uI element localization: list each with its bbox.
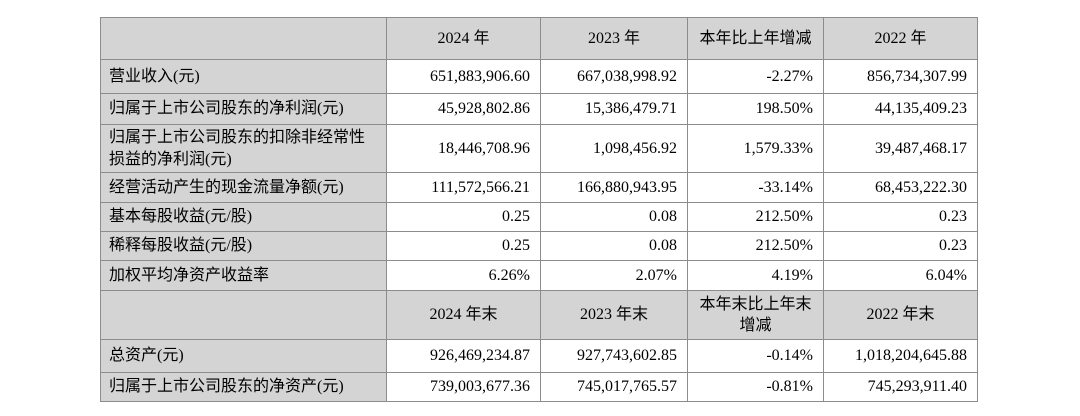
cell-2022: 44,135,409.23 <box>823 93 978 125</box>
table-row-revenue: 营业收入(元) 651,883,906.60 667,038,998.92 -2… <box>100 59 978 94</box>
cell-2024: 45,928,802.86 <box>386 93 541 125</box>
empty-corner-cell <box>100 290 387 341</box>
cell-2022: 1,018,204,645.88 <box>823 339 978 374</box>
cell-2023: 2.07% <box>540 260 688 292</box>
row-label: 归属于上市公司股东的扣除非经常性损益的净利润(元) <box>100 123 387 174</box>
cell-2022: 0.23 <box>823 231 978 262</box>
table-row-weighted-avg-roe: 加权平均净资产收益率 6.26% 2.07% 4.19% 6.04% <box>100 260 978 292</box>
cell-2022: 6.04% <box>823 260 978 292</box>
cell-change: -0.14% <box>687 339 824 374</box>
col-header-2022: 2022 年 <box>823 17 978 60</box>
cell-2023: 927,743,602.85 <box>540 339 688 374</box>
cell-2024: 18,446,708.96 <box>386 123 541 174</box>
cell-change: 212.50% <box>687 202 824 233</box>
row-label: 营业收入(元) <box>100 59 387 94</box>
table-row-total-assets: 总资产(元) 926,469,234.87 927,743,602.85 -0.… <box>100 339 978 374</box>
financial-summary-table: 2024 年 2023 年 本年比上年增减 2022 年 营业收入(元) 651… <box>100 17 978 403</box>
cell-2023: 0.08 <box>540 231 688 262</box>
row-label: 归属于上市公司股东的净利润(元) <box>100 93 387 125</box>
table-row-deducted-net-profit: 归属于上市公司股东的扣除非经常性损益的净利润(元) 18,446,708.96 … <box>100 123 978 174</box>
cell-2022: 745,293,911.40 <box>823 372 978 403</box>
table-row-basic-eps: 基本每股收益(元/股) 0.25 0.08 212.50% 0.23 <box>100 202 978 233</box>
cell-change: 4.19% <box>687 260 824 292</box>
cell-2024: 0.25 <box>386 231 541 262</box>
cell-change: -0.81% <box>687 372 824 403</box>
cell-2023: 745,017,765.57 <box>540 372 688 403</box>
cell-change: 198.50% <box>687 93 824 125</box>
col-header-2024: 2024 年 <box>386 17 541 60</box>
yearend-header-row: 2024 年末 2023 年末 本年末比上年末增减 2022 年末 <box>100 290 978 341</box>
row-label: 加权平均净资产收益率 <box>100 260 387 292</box>
row-label: 稀释每股收益(元/股) <box>100 231 387 262</box>
col-header-2024-end: 2024 年末 <box>386 290 541 341</box>
cell-2022: 0.23 <box>823 202 978 233</box>
cell-2024: 6.26% <box>386 260 541 292</box>
cell-2023: 1,098,456.92 <box>540 123 688 174</box>
row-label: 经营活动产生的现金流量净额(元) <box>100 172 387 204</box>
cell-2023: 166,880,943.95 <box>540 172 688 204</box>
table-row-operating-cash-flow: 经营活动产生的现金流量净额(元) 111,572,566.21 166,880,… <box>100 172 978 204</box>
cell-2022: 856,734,307.99 <box>823 59 978 94</box>
cell-change: 212.50% <box>687 231 824 262</box>
cell-change: -2.27% <box>687 59 824 94</box>
annual-header-row: 2024 年 2023 年 本年比上年增减 2022 年 <box>100 17 978 60</box>
cell-change: -33.14% <box>687 172 824 204</box>
col-header-change: 本年比上年增减 <box>687 17 824 60</box>
col-header-2023-end: 2023 年末 <box>540 290 688 341</box>
row-label: 总资产(元) <box>100 339 387 374</box>
table-row-net-profit: 归属于上市公司股东的净利润(元) 45,928,802.86 15,386,47… <box>100 93 978 125</box>
cell-2024: 739,003,677.36 <box>386 372 541 403</box>
cell-2024: 0.25 <box>386 202 541 233</box>
cell-2023: 0.08 <box>540 202 688 233</box>
col-header-change-end: 本年末比上年末增减 <box>687 290 824 341</box>
row-label: 归属于上市公司股东的净资产(元) <box>100 372 387 403</box>
cell-2024: 651,883,906.60 <box>386 59 541 94</box>
col-header-2022-end: 2022 年末 <box>823 290 978 341</box>
table-row-diluted-eps: 稀释每股收益(元/股) 0.25 0.08 212.50% 0.23 <box>100 231 978 262</box>
cell-2022: 68,453,222.30 <box>823 172 978 204</box>
row-label: 基本每股收益(元/股) <box>100 202 387 233</box>
col-header-2023: 2023 年 <box>540 17 688 60</box>
table-row-net-assets: 归属于上市公司股东的净资产(元) 739,003,677.36 745,017,… <box>100 372 978 403</box>
cell-2022: 39,487,468.17 <box>823 123 978 174</box>
cell-2023: 15,386,479.71 <box>540 93 688 125</box>
cell-change: 1,579.33% <box>687 123 824 174</box>
cell-2024: 111,572,566.21 <box>386 172 541 204</box>
empty-corner-cell <box>100 17 387 60</box>
cell-2024: 926,469,234.87 <box>386 339 541 374</box>
cell-2023: 667,038,998.92 <box>540 59 688 94</box>
